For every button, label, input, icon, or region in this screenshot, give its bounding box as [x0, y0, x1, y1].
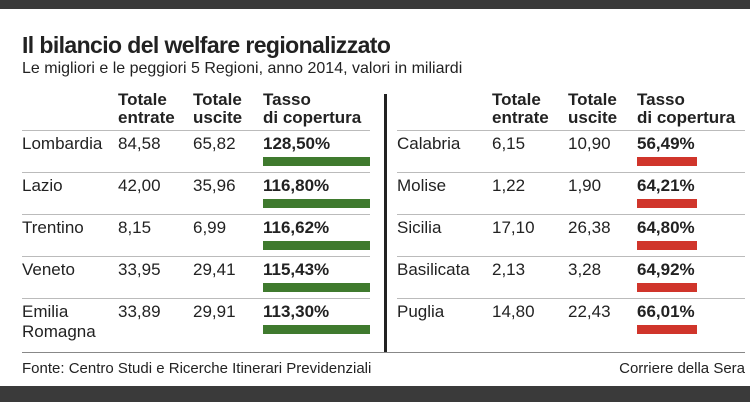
row-rule — [22, 130, 370, 131]
coverage-bar — [637, 241, 697, 250]
cell-value: 3,28 — [568, 260, 602, 279]
credit: Corriere della Sera — [619, 360, 745, 377]
column-header: Totale — [568, 90, 617, 109]
coverage-bar — [263, 325, 370, 334]
coverage-bar — [263, 199, 370, 208]
cell-value: 17,10 — [492, 218, 535, 237]
column-header: Tasso — [263, 90, 311, 109]
region-name: Sicilia — [397, 218, 442, 237]
divider — [384, 94, 387, 352]
column-header: di copertura — [263, 108, 362, 127]
coverage-bar — [263, 241, 370, 250]
column-header: uscite — [568, 108, 618, 127]
cell-value: 35,96 — [193, 176, 236, 195]
column-header: Tasso — [637, 90, 685, 109]
cell-value: 6,99 — [193, 218, 227, 237]
coverage-bar — [637, 325, 697, 334]
cell-value: 128,50% — [263, 134, 331, 153]
row-rule — [397, 256, 745, 257]
cell-value: 1,22 — [492, 176, 526, 195]
cell-value: 33,95 — [118, 260, 161, 279]
region-name: Lombardia — [22, 134, 103, 153]
cell-value: 1,90 — [568, 176, 602, 195]
cell-value: 26,38 — [568, 218, 611, 237]
region-name: Molise — [397, 176, 447, 195]
region-name: Lazio — [22, 176, 63, 195]
column-header: Totale — [492, 90, 541, 109]
row-rule — [397, 172, 745, 173]
cell-value: 2,13 — [492, 260, 526, 279]
footer-rule — [22, 352, 745, 353]
cell-value: 8,15 — [118, 218, 152, 237]
region-name: Puglia — [397, 302, 445, 321]
row-rule — [22, 214, 370, 215]
cell-value: 14,80 — [492, 302, 535, 321]
cell-value: 29,41 — [193, 260, 236, 279]
cell-value: 22,43 — [568, 302, 611, 321]
cell-value: 65,82 — [193, 134, 236, 153]
region-name: Basilicata — [397, 260, 470, 279]
cell-value: 64,92% — [637, 260, 695, 279]
cell-value: 115,43% — [263, 260, 330, 279]
coverage-bar — [263, 283, 370, 292]
cell-value: 10,90 — [568, 134, 611, 153]
column-header: Totale — [193, 90, 242, 109]
cell-value: 116,80% — [263, 176, 330, 195]
cell-value: 64,21% — [637, 176, 695, 195]
coverage-bar — [637, 283, 697, 292]
cell-value: 64,80% — [637, 218, 695, 237]
column-header: Totale — [118, 90, 167, 109]
region-name: Veneto — [22, 260, 75, 279]
column-header: entrate — [492, 108, 549, 127]
cell-value: 116,62% — [263, 218, 330, 237]
cell-value: 42,00 — [118, 176, 161, 195]
region-name: Calabria — [397, 134, 461, 153]
title: Il bilancio del welfare regionalizzato — [22, 32, 391, 58]
bottom-border — [0, 386, 750, 402]
row-rule — [397, 298, 745, 299]
cell-value: 29,91 — [193, 302, 236, 321]
row-rule — [397, 130, 745, 131]
coverage-bar — [637, 157, 697, 166]
cell-value: 66,01% — [637, 302, 695, 321]
row-rule — [22, 256, 370, 257]
column-header: entrate — [118, 108, 175, 127]
cell-value: 56,49% — [637, 134, 695, 153]
row-rule — [22, 298, 370, 299]
region-name: Emilia Romagna — [22, 302, 96, 341]
coverage-bar — [263, 157, 370, 166]
cell-value: 33,89 — [118, 302, 161, 321]
cell-value: 113,30% — [263, 302, 330, 321]
source: Fonte: Centro Studi e Ricerche Itinerari… — [22, 360, 372, 377]
column-header: uscite — [193, 108, 243, 127]
subtitle: Le migliori e le peggiori 5 Regioni, ann… — [22, 60, 463, 77]
coverage-bar — [637, 199, 697, 208]
region-name: Trentino — [22, 218, 84, 237]
row-rule — [22, 172, 370, 173]
cell-value: 6,15 — [492, 134, 526, 153]
top-border — [0, 0, 750, 9]
row-rule — [397, 214, 745, 215]
column-header: di copertura — [637, 108, 736, 127]
cell-value: 84,58 — [118, 134, 161, 153]
